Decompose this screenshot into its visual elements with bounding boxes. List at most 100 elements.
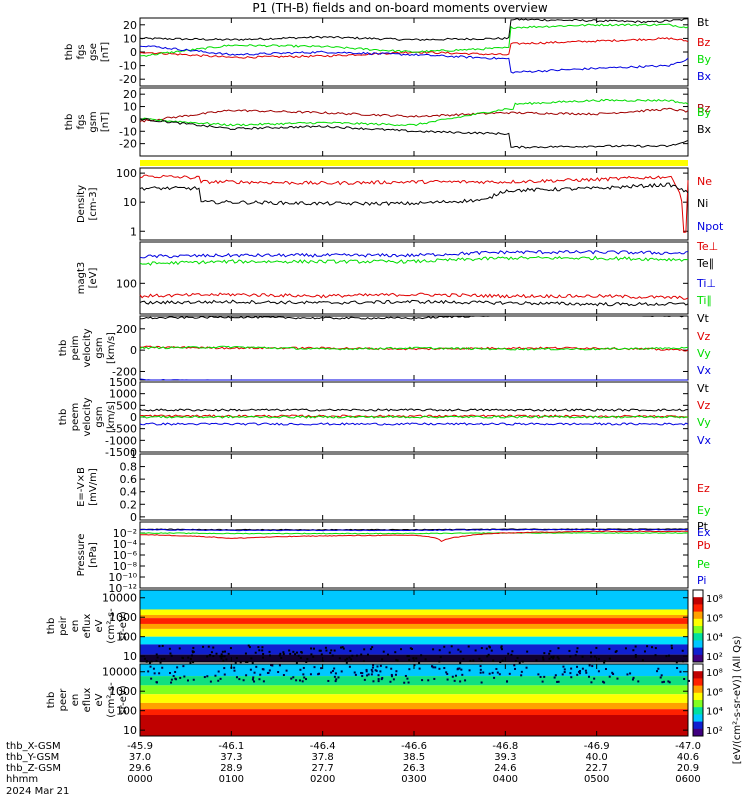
spectrogram-band xyxy=(140,685,688,695)
spectrogram-speckle xyxy=(634,655,637,658)
spectrogram-speckle xyxy=(403,681,406,684)
spectrogram-speckle xyxy=(446,672,449,675)
colorbar-tick-label: 10² xyxy=(706,726,723,737)
spectrogram-speckle xyxy=(251,678,254,681)
legend-Bt: Bt xyxy=(697,16,710,29)
spectrogram-speckle xyxy=(615,650,618,653)
spectrogram-speckle xyxy=(310,647,313,650)
spectrogram-speckle xyxy=(520,670,523,673)
panel-frame xyxy=(139,521,689,589)
spectrogram-speckle xyxy=(313,666,316,669)
spectrogram-speckle xyxy=(360,653,363,656)
spectrogram-speckle xyxy=(203,676,206,679)
spectrogram-speckle xyxy=(178,647,181,650)
colorbar-tick-label: 10⁴ xyxy=(706,707,723,718)
spectrogram-speckle xyxy=(288,649,291,652)
spectrogram-speckle xyxy=(681,649,684,652)
series-Vz xyxy=(139,345,689,352)
spectrogram-speckle xyxy=(557,680,560,683)
y-axis-label: eV xyxy=(94,693,105,706)
spectrogram-speckle xyxy=(333,667,336,670)
spectrogram-speckle xyxy=(445,671,448,674)
spectrogram-speckle xyxy=(604,668,607,671)
spectrogram-speckle xyxy=(325,649,328,652)
spectrogram-speckle xyxy=(421,679,424,682)
legend-Ne: Ne xyxy=(697,175,712,188)
series-Vt xyxy=(139,408,689,412)
spectrogram-speckle xyxy=(300,651,303,654)
legend-Npot: Npot xyxy=(697,220,724,233)
y-tick-label: 0.6 xyxy=(120,473,138,486)
spectrogram-speckle xyxy=(174,670,177,673)
spectrogram-speckle xyxy=(514,659,517,662)
spectrogram-speckle xyxy=(552,657,555,660)
series-Vt xyxy=(139,315,688,320)
spectrogram-speckle xyxy=(212,655,215,658)
spectrogram-speckle xyxy=(549,650,552,653)
time-axis-value: 37.8 xyxy=(312,752,334,763)
spectrogram-speckle xyxy=(487,653,490,656)
spectrogram-speckle xyxy=(227,652,230,655)
spectrogram-speckle xyxy=(683,678,686,681)
spectrogram-speckle xyxy=(278,664,281,667)
spectrogram-speckle xyxy=(557,647,560,650)
y-tick-label: -20 xyxy=(119,138,137,151)
y-axis-label: (cm²-s- xyxy=(106,682,117,718)
spectrogram-speckle xyxy=(361,672,364,675)
spectrogram-speckle xyxy=(342,647,345,650)
series-Bx xyxy=(139,118,689,149)
spectrogram-speckle xyxy=(221,655,224,658)
colorbar-tick-label: 10² xyxy=(706,652,723,663)
y-tick-label: 10 xyxy=(123,196,137,209)
spectrogram-speckle xyxy=(333,675,336,678)
y-axis-label: gsm xyxy=(94,406,105,427)
spectrogram-speckle xyxy=(552,655,555,658)
data-flag-bar xyxy=(140,160,688,166)
panel-peim-velocity: 200 0 -200 thb peim velocity gsm [km/s] Vt Vz Vy Vx xyxy=(58,312,712,381)
spectrogram-speckle xyxy=(588,664,591,667)
y-tick-label: 20 xyxy=(123,19,137,32)
spectrogram-speckle xyxy=(432,648,435,651)
y-tick-label: 0 xyxy=(130,411,137,424)
spectrogram-speckle xyxy=(591,665,594,668)
y-axis-label: peem xyxy=(70,403,81,431)
y-axis-label: thb xyxy=(58,409,69,426)
spectrogram-speckle xyxy=(395,658,398,661)
spectrogram-speckle xyxy=(371,670,374,673)
spectrogram-speckle xyxy=(148,661,151,664)
spectrogram-speckle xyxy=(667,680,670,683)
y-axis-label: [nPa] xyxy=(88,542,99,568)
spectrogram-speckle xyxy=(443,645,446,648)
spectrogram-band xyxy=(140,590,688,610)
spectrogram-speckle xyxy=(508,672,511,675)
legend-By: By xyxy=(697,106,712,119)
legend-Te⊥: Te⊥ xyxy=(696,240,718,253)
spectrogram-speckle xyxy=(390,667,393,670)
spectrogram-speckle xyxy=(217,670,220,673)
spectrogram-speckle xyxy=(396,659,399,662)
y-axis-label: [eV] xyxy=(88,268,99,289)
legend-Vt: Vt xyxy=(697,312,710,325)
spectrogram-speckle xyxy=(374,669,377,672)
spectrogram-speckle xyxy=(493,676,496,679)
time-axis-value: 39.3 xyxy=(494,752,516,763)
colorbar-segment xyxy=(693,664,703,672)
spectrogram-speckle xyxy=(361,675,364,678)
colorbar-segment xyxy=(693,647,703,656)
spectrogram-speckle xyxy=(365,668,368,671)
spectrogram-speckle xyxy=(301,680,304,683)
spectrogram-speckle xyxy=(495,667,498,670)
spectrogram-speckle xyxy=(510,653,513,656)
time-axis-value: 0400 xyxy=(493,774,518,785)
spectrogram-speckle xyxy=(569,672,572,675)
spectrogram-speckle xyxy=(480,659,483,662)
time-axis-value: -46.9 xyxy=(584,741,610,752)
spectrogram-speckle xyxy=(279,652,282,655)
y-axis-label: [km/s] xyxy=(106,401,117,433)
legend-Bx: Bx xyxy=(697,70,712,83)
spectrogram-speckle xyxy=(327,679,330,682)
time-axis-row-label: hhmm xyxy=(6,774,38,785)
colorbar-segment xyxy=(693,597,703,605)
series-Vx xyxy=(139,378,688,381)
spectrogram-speckle xyxy=(654,654,657,657)
